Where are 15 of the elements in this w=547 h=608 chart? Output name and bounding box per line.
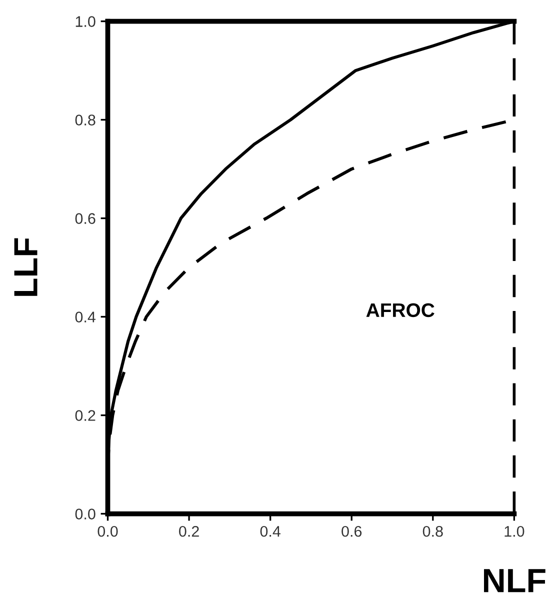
x-tick-label: 0.2	[179, 526, 199, 537]
x-tick-label: 0.4	[260, 526, 280, 537]
y-tick-label: 0.6	[75, 213, 96, 224]
y-tick-label: 0.4	[75, 312, 96, 322]
y-tick-label: 0.8	[75, 114, 96, 126]
y-tick-label: 0.0	[75, 508, 96, 520]
x-tick-label: 0.0	[98, 526, 118, 537]
y-tick-label: 1.0	[76, 16, 96, 27]
y-tick-label: 0.2	[75, 410, 96, 421]
annotation: AFROC	[366, 303, 434, 318]
x-tick-label: 1.0	[504, 526, 524, 537]
y-axis-title: LLF	[14, 238, 38, 296]
x-axis-title: NLF	[484, 569, 546, 592]
x-tick-label: 0.6	[342, 526, 362, 537]
x-tick-label: 0.8	[422, 526, 443, 537]
